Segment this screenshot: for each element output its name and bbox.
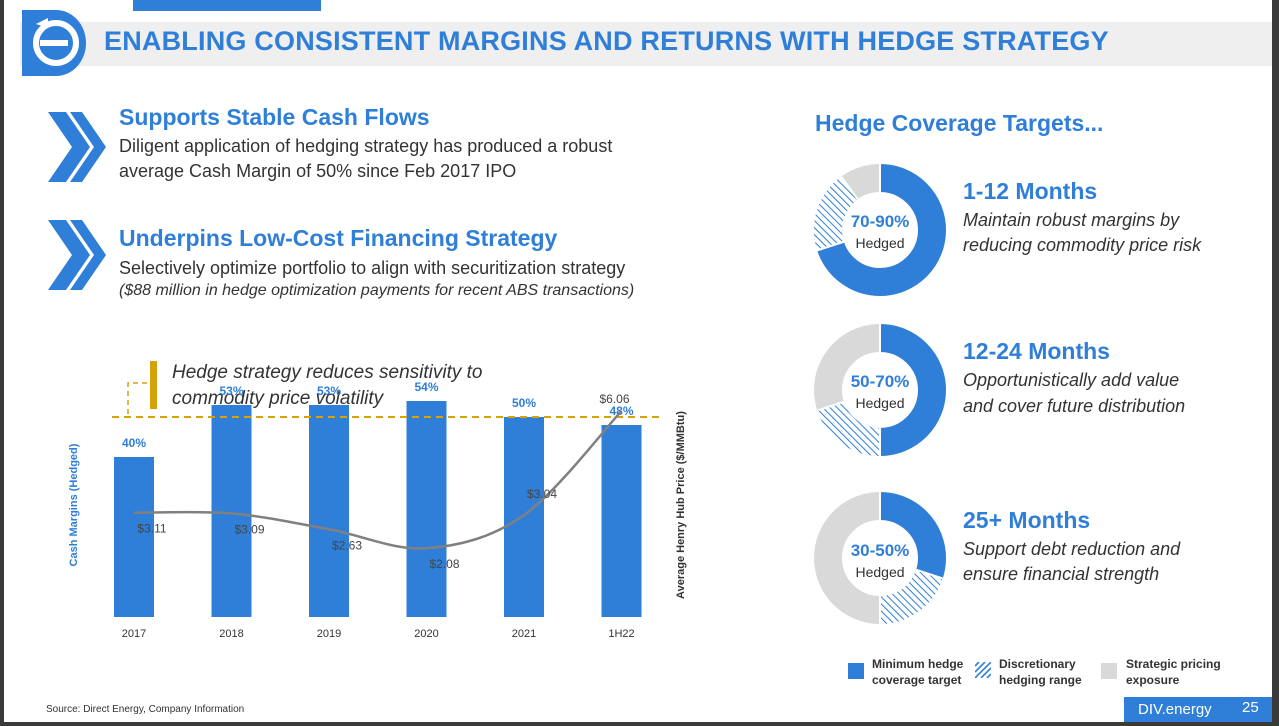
hedge-donuts <box>814 164 946 624</box>
legend-label-line: Discretionary <box>999 657 1076 671</box>
price-label: $3.04 <box>527 487 557 501</box>
donut-sub-label: Hedged <box>855 235 905 251</box>
hedge-note-line: commodity price volatility <box>172 388 384 409</box>
legend-label: Minimum hedge coverage target <box>872 656 963 688</box>
legend-swatch-strategic <box>1101 663 1117 679</box>
window-edge-right <box>1272 0 1279 726</box>
legend-label-line: Strategic pricing <box>1126 657 1221 671</box>
legend-label-line: exposure <box>1126 673 1180 687</box>
x-tick-label: 2021 <box>512 628 536 640</box>
price-label: $2.63 <box>332 538 362 552</box>
bar-value-label: 50% <box>512 396 536 410</box>
top-accent-bar <box>133 0 321 11</box>
y-axis-label: Cash Margins (Hedged) <box>68 443 80 566</box>
section-body-line: Diligent application of hedging strategy… <box>119 136 613 156</box>
donut-separator <box>816 400 845 412</box>
legend-label: Discretionary hedging range <box>999 656 1082 688</box>
legend-swatch-minimum <box>848 663 864 679</box>
bar-value-label: 40% <box>122 436 146 450</box>
cash-margin-chart: Cash Margins (Hedged) Average Henry Hub P… <box>68 380 687 640</box>
price-line <box>133 410 623 550</box>
donut <box>814 492 946 624</box>
bar-value-label: 48% <box>609 404 633 418</box>
tier-desc-line: Support debt reduction and <box>963 539 1181 559</box>
footer-bar <box>1124 697 1279 726</box>
source-note: Source: Direct Energy, Company Informati… <box>46 704 245 715</box>
donut-separator <box>840 176 859 200</box>
donut-separator <box>816 240 845 252</box>
legend-label-line: coverage target <box>872 673 962 687</box>
price-label: $3.09 <box>234 522 264 536</box>
donut-sub-label: Hedged <box>855 564 905 580</box>
window-edge-left <box>0 0 4 726</box>
x-tick-label: 2018 <box>219 628 243 640</box>
logo-icon <box>22 10 86 76</box>
hedge-note-line: Hedge strategy reduces sensitivity to <box>172 362 483 383</box>
header-band <box>20 22 1279 66</box>
y2-axis-label: Average Henry Hub Price ($/MMBtu) <box>675 411 687 599</box>
section-body-line: Selectively optimize portfolio to align … <box>119 258 626 278</box>
price-label: $2.08 <box>429 557 459 571</box>
hedge-targets-title: Hedge Coverage Targets... <box>815 110 1104 136</box>
donut-discretionary <box>814 164 946 296</box>
bar-value-label: 54% <box>414 380 438 394</box>
tier-title: 1-12 Months <box>963 178 1098 204</box>
donut <box>814 164 946 296</box>
donut-pct-label: 50-70% <box>850 372 910 391</box>
bar <box>504 417 544 617</box>
page-title: ENABLING CONSISTENT MARGINS AND RETURNS … <box>104 26 1109 56</box>
bar <box>114 457 154 617</box>
tier-desc-line: and cover future distribution <box>963 396 1186 416</box>
bar-value-label: 53% <box>317 384 341 398</box>
price-label: $3.11 <box>137 522 166 536</box>
chevron-right-icon <box>48 112 106 182</box>
tier-desc-line: Opportunistically add value <box>963 370 1180 390</box>
hedge-note: Hedge strategy reduces sensitivity to co… <box>172 360 483 412</box>
section-body-line: average Cash Margin of 50% since Feb 201… <box>119 161 517 181</box>
donut-pct-label: 30-50% <box>850 541 910 560</box>
reference-connector <box>127 382 150 414</box>
section-title-financing: Underpins Low-Cost Financing Strategy <box>119 225 558 251</box>
donut-sub-label: Hedged <box>855 395 905 411</box>
bar <box>406 401 447 617</box>
legend-label-line: hedging range <box>999 673 1082 687</box>
tier-desc-line: Maintain robust margins by <box>963 210 1180 230</box>
brand-label: DIV.energy <box>1138 701 1212 718</box>
bar <box>211 405 252 617</box>
price-label: $6.06 <box>599 392 629 406</box>
tier-title: 25+ Months <box>963 507 1091 533</box>
tier-title: 12-24 Months <box>963 338 1110 364</box>
legend-label-line: Minimum hedge <box>872 657 964 671</box>
legend-swatch-discretionary <box>975 662 991 678</box>
donut-pct-label: 70-90% <box>850 212 910 231</box>
page-number: 25 <box>1242 699 1259 716</box>
x-tick-label: 2020 <box>414 628 438 640</box>
legend-label: Strategic pricing exposure <box>1126 656 1221 688</box>
section-note: ($88 million in hedge optimization payme… <box>119 282 635 299</box>
x-tick-label: 2017 <box>122 628 146 640</box>
x-tick-label: 2019 <box>317 628 341 640</box>
donut-separator <box>915 568 944 580</box>
bar <box>601 425 642 617</box>
tier-desc-line: ensure financial strength <box>963 564 1160 584</box>
section-title-cash-flows: Supports Stable Cash Flows <box>119 104 430 130</box>
x-tick-label: 1H22 <box>608 628 634 640</box>
window-edge-bottom <box>0 722 1279 726</box>
hedge-note-marker <box>150 361 157 409</box>
donut <box>814 324 946 456</box>
chevron-right-icon <box>48 220 106 290</box>
bar <box>309 405 349 617</box>
tier-desc-line: reducing commodity price risk <box>963 235 1202 255</box>
bar-value-label: 53% <box>219 384 243 398</box>
